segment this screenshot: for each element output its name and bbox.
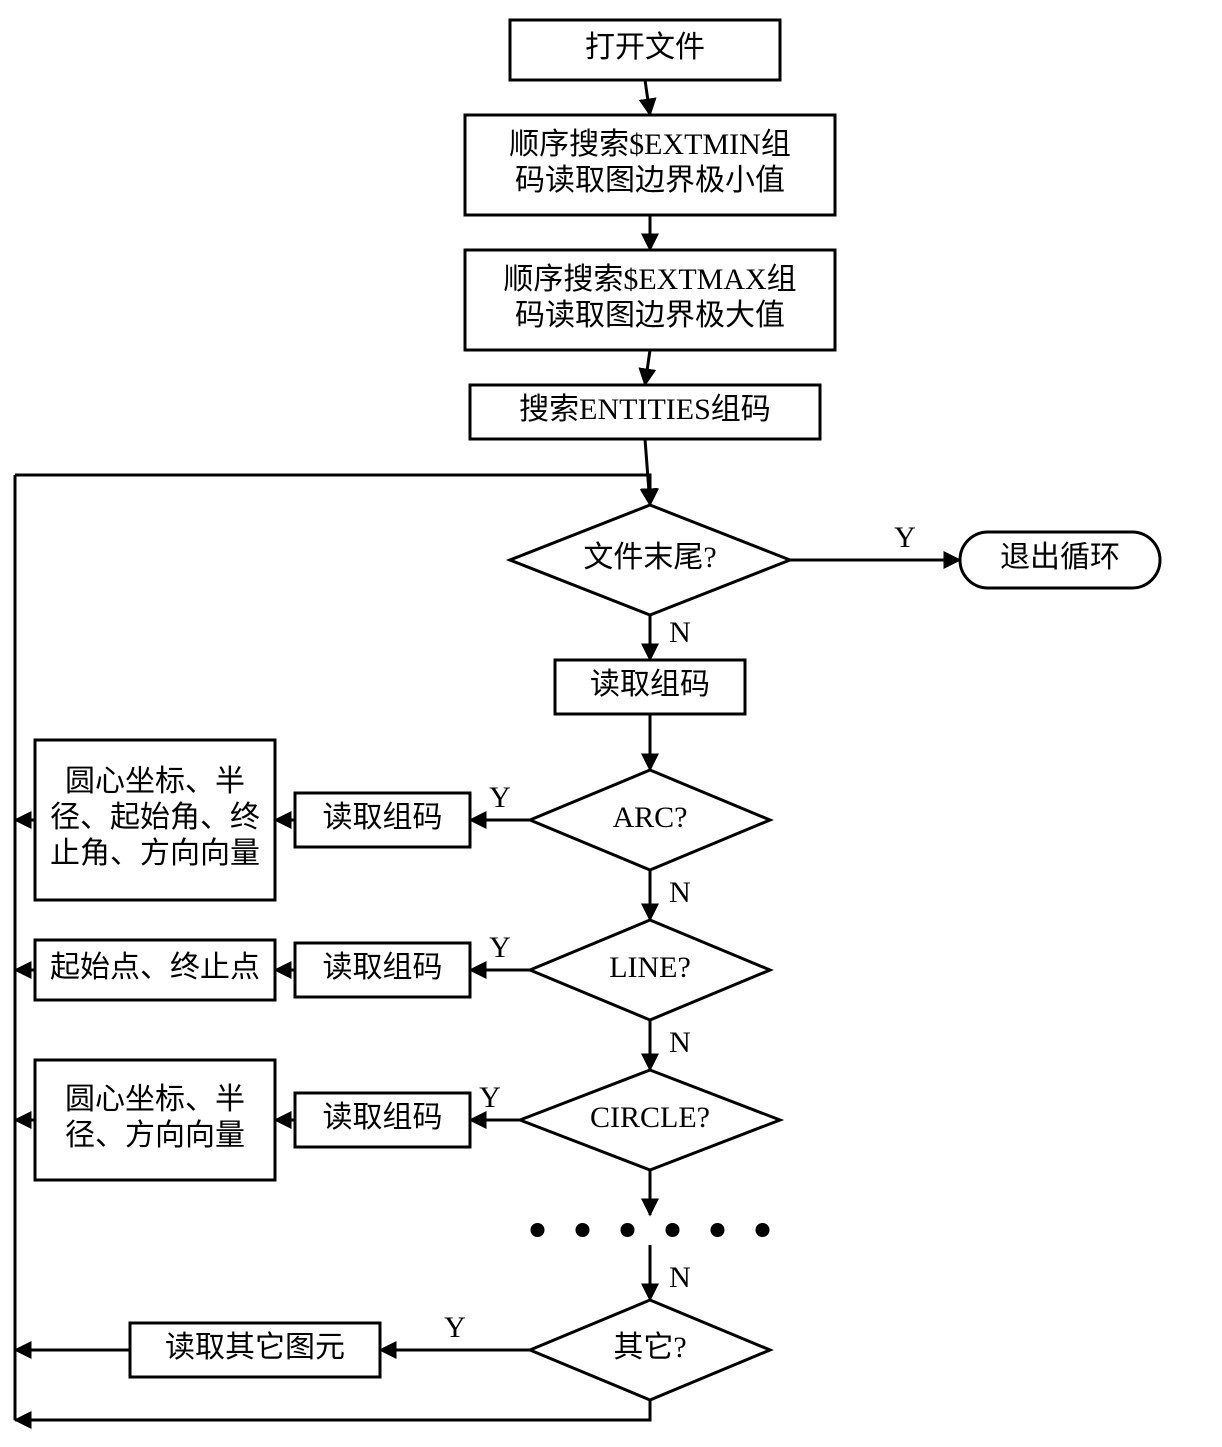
svg-text:搜索ENTITIES组码: 搜索ENTITIES组码 — [519, 393, 771, 426]
svg-text:ARC?: ARC? — [613, 801, 688, 834]
edge-label-circle-rcCircle: Y — [479, 1081, 501, 1114]
svg-text:读取其它图元: 读取其它图元 — [165, 1331, 345, 1364]
node-entities: 搜索ENTITIES组码 — [470, 385, 820, 439]
svg-text:止角、方向向量: 止角、方向向量 — [50, 837, 260, 870]
svg-text:径、起始角、终: 径、起始角、终 — [50, 801, 260, 834]
node-extmax: 顺序搜索$EXTMAX组码读取图边界极大值 — [465, 250, 835, 350]
node-arcData: 圆心坐标、半径、起始角、终止角、方向向量 — [35, 740, 275, 900]
svg-text:打开文件: 打开文件 — [585, 31, 705, 64]
edge-other-bus — [15, 1400, 650, 1420]
node-circData: 圆心坐标、半径、方向向量 — [35, 1060, 275, 1180]
edge-extmax-entities — [645, 350, 650, 385]
loop-bus-merge — [15, 475, 650, 505]
edge-label-arc-line: N — [669, 876, 691, 909]
edge-label-line-circle: N — [669, 1026, 691, 1059]
node-arc: ARC? — [530, 770, 770, 870]
svg-text:读取组码: 读取组码 — [590, 668, 710, 701]
edge-label-line-rcLine: Y — [489, 931, 511, 964]
node-open: 打开文件 — [510, 20, 780, 80]
node-extmin: 顺序搜索$EXTMIN组码读取图边界极小值 — [465, 115, 835, 215]
svg-text:圆心坐标、半: 圆心坐标、半 — [65, 765, 245, 798]
svg-text:退出循环: 退出循环 — [1000, 541, 1120, 574]
svg-text:起始点、终止点: 起始点、终止点 — [50, 951, 260, 984]
svg-text:码读取图边界极大值: 码读取图边界极大值 — [515, 299, 785, 332]
node-circle: CIRCLE? — [520, 1070, 780, 1170]
edge-label-dots-other: N — [669, 1261, 691, 1294]
svg-text:圆心坐标、半: 圆心坐标、半 — [65, 1083, 245, 1116]
node-other: 其它? — [530, 1300, 770, 1400]
svg-text:其它?: 其它? — [613, 1331, 686, 1364]
svg-text:LINE?: LINE? — [609, 951, 691, 984]
svg-text:顺序搜索$EXTMAX组: 顺序搜索$EXTMAX组 — [503, 263, 796, 296]
ellipsis-dots — [531, 1223, 770, 1237]
svg-text:CIRCLE?: CIRCLE? — [590, 1101, 710, 1134]
edge-open-extmin — [645, 80, 650, 115]
edge-label-arc-rcArc: Y — [489, 781, 511, 814]
node-lineData: 起始点、终止点 — [35, 940, 275, 1000]
edge-label-other-otherData: Y — [444, 1311, 466, 1344]
node-rcArc: 读取组码 — [295, 793, 470, 847]
node-exit: 退出循环 — [960, 532, 1160, 588]
svg-text:码读取图边界极小值: 码读取图边界极小值 — [515, 164, 785, 197]
node-otherData: 读取其它图元 — [130, 1323, 380, 1377]
svg-text:读取组码: 读取组码 — [323, 951, 443, 984]
svg-text:读取组码: 读取组码 — [323, 801, 443, 834]
svg-text:读取组码: 读取组码 — [323, 1101, 443, 1134]
svg-text:顺序搜索$EXTMIN组: 顺序搜索$EXTMIN组 — [509, 128, 791, 161]
svg-text:文件末尾?: 文件末尾? — [583, 541, 716, 574]
node-rcCircle: 读取组码 — [295, 1093, 470, 1147]
edge-label-eof-exit: Y — [894, 521, 916, 554]
edge-label-eof-read: N — [669, 616, 691, 649]
svg-text:径、方向向量: 径、方向向量 — [65, 1119, 245, 1152]
node-line: LINE? — [530, 920, 770, 1020]
node-rcLine: 读取组码 — [295, 943, 470, 997]
node-read: 读取组码 — [555, 660, 745, 714]
node-eof: 文件末尾? — [510, 505, 790, 615]
